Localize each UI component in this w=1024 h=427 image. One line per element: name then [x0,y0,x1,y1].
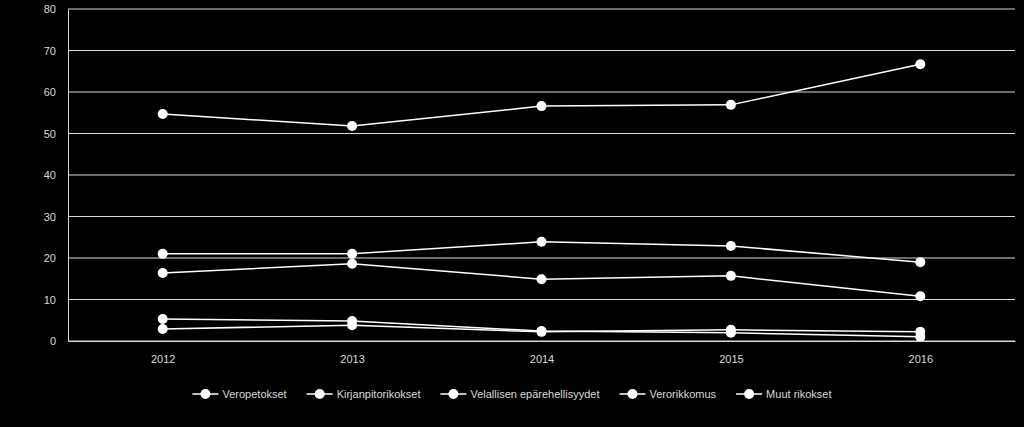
series-marker [347,121,357,131]
legend-item: Veropetokset [192,388,286,400]
legend-label: Veropetokset [222,388,286,400]
series-marker [915,327,925,337]
series-marker [537,274,547,284]
y-axis-line [68,10,69,342]
grid-line [68,216,1015,217]
legend-symbol-marker [627,389,637,399]
y-tick-label: 10 [44,294,56,306]
series-marker [347,320,357,330]
grid-line [68,133,1015,134]
grid-line [68,341,1015,342]
series-line [163,264,921,296]
series-marker [158,109,168,119]
x-tick: 2016 [909,341,933,365]
legend-symbol-marker [448,389,458,399]
y-tick: 30 [44,211,68,223]
x-tick: 2015 [719,341,743,365]
grid-line [68,175,1015,176]
series-marker [537,101,547,111]
grid-line [68,299,1015,300]
y-tick: 60 [44,86,68,98]
y-tick-label: 0 [50,335,56,347]
x-axis-line [69,341,1016,342]
series [158,59,926,131]
series-marker [726,325,736,335]
x-tick: 2012 [151,341,175,365]
legend-item: Velallisen epärehellisyydet [440,388,599,400]
y-tick: 70 [44,45,68,57]
grid-line [68,92,1015,93]
x-tick: 2013 [340,341,364,365]
series-marker [158,268,168,278]
legend-item: Muut rikokset [736,388,831,400]
series-marker [726,241,736,251]
y-tick-label: 80 [44,3,56,15]
y-axis: 0 10 20 30 40 50 60 70 80 [44,3,69,347]
series-line [163,319,921,337]
x-tick-label: 2013 [340,353,364,365]
x-axis: 2012 2013 2014 2015 2016 [69,341,1016,365]
series-line [163,64,921,126]
y-tick: 50 [44,128,68,140]
series [158,320,926,337]
legend-symbol-marker [744,389,754,399]
legend-label: Velallisen epärehellisyydet [470,388,599,400]
series-marker [726,100,736,110]
series-marker [347,259,357,269]
y-tick-label: 40 [44,169,56,181]
y-tick: 40 [44,169,68,181]
legend-label: Verorikkomus [649,388,716,400]
series-marker [726,271,736,281]
legend: Veropetokset Kirjanpitorikokset Velallisen… [192,388,831,400]
x-tick-label: 2015 [719,353,743,365]
series-marker [158,249,168,259]
y-tick-label: 30 [44,211,56,223]
y-tick-label: 20 [44,252,56,264]
grid-line [68,50,1015,51]
series [158,259,926,301]
series-marker [347,249,357,259]
x-tick-label: 2012 [151,353,175,365]
series-marker [537,326,547,336]
series-marker [537,327,547,337]
y-tick-label: 50 [44,128,56,140]
y-tick: 80 [44,3,68,15]
legend-item: Verorikkomus [619,388,716,400]
series-marker [915,291,925,301]
legend-symbol-marker [315,389,325,399]
y-tick: 0 [50,335,68,347]
x-tick-label: 2014 [530,353,554,365]
y-tick-label: 70 [44,45,56,57]
series-marker [915,257,925,267]
series-marker [915,59,925,69]
legend-label: Kirjanpitorikokset [337,388,421,400]
plot: 0 10 20 30 40 50 60 70 80 2012 2013 2014 2015 2016 [44,3,1016,365]
marks [158,59,926,341]
legend-symbol-marker [200,389,210,399]
grid-line [68,9,1015,10]
series-marker [158,314,168,324]
legend-item: Kirjanpitorikokset [307,388,421,400]
y-tick: 20 [44,252,68,264]
series-marker [537,237,547,247]
y-tick: 10 [44,294,68,306]
grid [68,9,1015,341]
series [158,237,926,267]
x-tick: 2014 [530,341,554,365]
x-tick-label: 2016 [909,353,933,365]
series-marker [158,324,168,334]
series [158,314,926,341]
legend-label: Muut rikokset [766,388,831,400]
y-tick-label: 60 [44,86,56,98]
chart: 0 10 20 30 40 50 60 70 80 2012 2013 2014 2015 2016 Ver… [0,0,1024,427]
